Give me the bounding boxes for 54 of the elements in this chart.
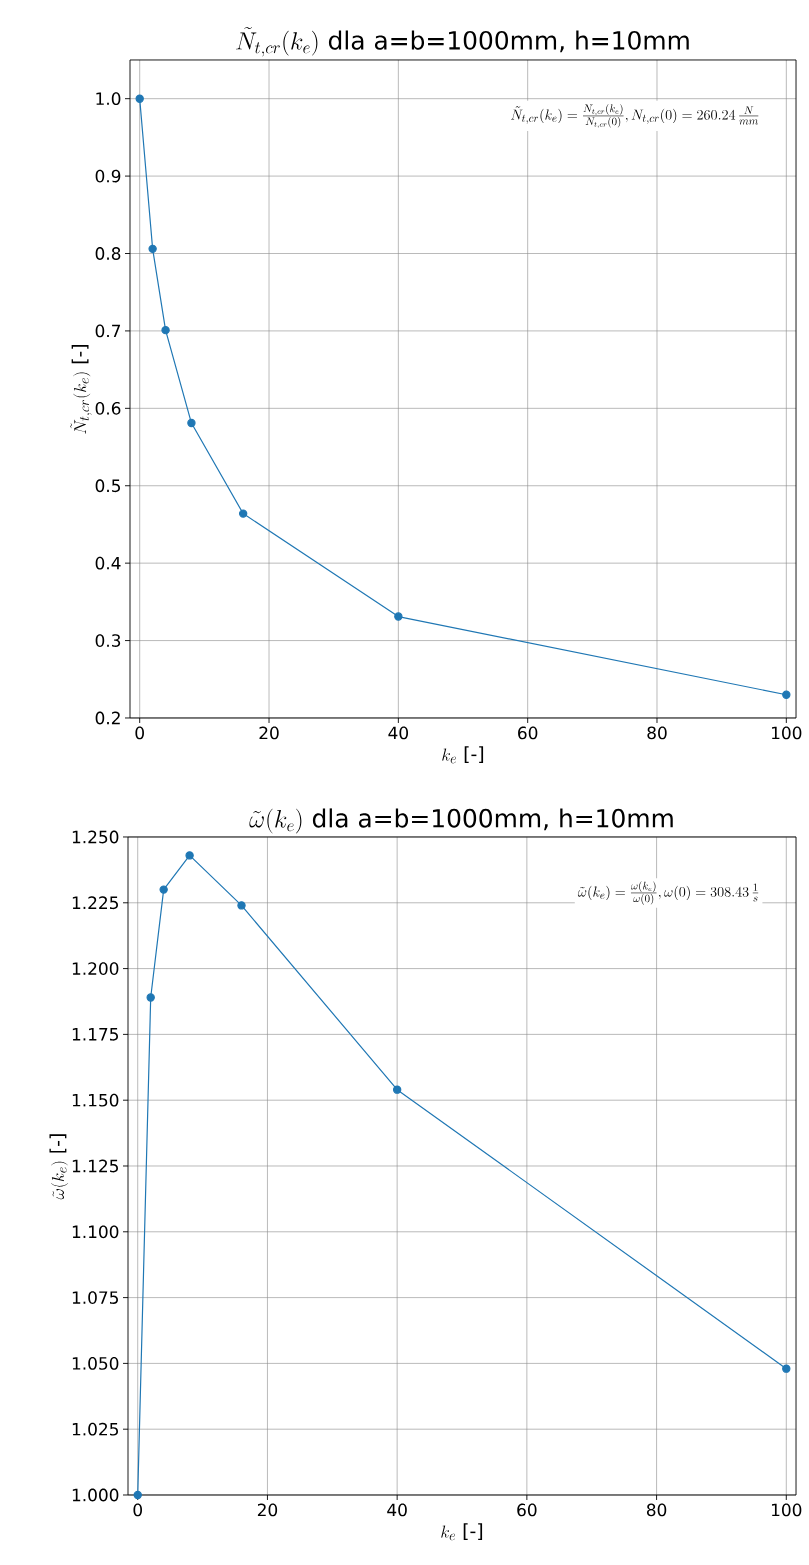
x-tick-label: 20 [257, 1503, 278, 1517]
y-axis-title: $\tilde{N}_{t,cr}(k_e)\text{ [-]}$ [70, 344, 92, 434]
y-tick-label: 0.5 [95, 479, 120, 493]
point [782, 690, 791, 699]
annotation: $\tilde{\omega}(k_e) = \frac{\omega(k_e)}{\omega(0)}, \omega(0) = 308.43\,\frac{1}{s}$ [577, 881, 759, 905]
y-tick-label: 0.7 [95, 324, 121, 338]
x-tick-label: 0 [135, 726, 144, 740]
y-tick-label: 1.225 [72, 896, 118, 910]
x-axis-title: $k_e\text{ [-]}$ [442, 746, 484, 764]
point [148, 244, 157, 254]
x-axis-title: $k_e\text{ [-]}$ [441, 1523, 483, 1541]
y-tick-label: 1.000 [72, 1488, 119, 1502]
point [238, 509, 248, 518]
point [782, 1364, 791, 1373]
y-tick-label: 1.250 [72, 830, 119, 844]
point [187, 418, 196, 428]
y-tick-label: 1.025 [72, 1422, 118, 1436]
point [133, 1490, 142, 1500]
y-tick-label: 0.6 [95, 401, 121, 415]
y-tick-label: 1.200 [72, 962, 119, 975]
x-tick-label: 40 [388, 726, 408, 740]
point [237, 901, 246, 910]
y-tick-label: 0.9 [95, 169, 121, 183]
point [185, 851, 194, 860]
x-tick-label: 40 [387, 1503, 407, 1517]
point [135, 94, 144, 103]
chart-title: $\tilde{N}_{t,cr}(k_e)\text{ dla a=b=1000mm, h=10mm}$ [236, 26, 689, 57]
y-tick-label: 1.175 [72, 1028, 118, 1041]
point [394, 612, 403, 621]
y-tick-label: 0.8 [95, 247, 121, 260]
x-tick-label: 60 [517, 1503, 537, 1517]
x-tick-label: 60 [518, 726, 538, 740]
x-tick-label: 80 [647, 726, 667, 740]
y-tick-label: 1.050 [72, 1356, 119, 1370]
point [161, 325, 170, 335]
y-tick-label: 1.100 [72, 1225, 119, 1239]
x-tick-label: 0 [133, 1503, 142, 1517]
point [159, 885, 168, 894]
annotation: $\tilde{N}_{t,cr}(k_e) = \frac{N_{t,cr}(k_e)}{N_{t,cr}(0)}, N_{t,cr}(0) = 260.24\,\frac{N}{mm}$ [511, 103, 759, 128]
y-tick-label: 1.150 [72, 1093, 119, 1107]
x-tick-label: 20 [259, 726, 279, 740]
y-tick-label: 1.075 [72, 1291, 118, 1304]
y-tick-label: 1.125 [72, 1159, 118, 1173]
y-axis-title: $\tilde{\omega}(k_e)\text{ [-]}$ [49, 1134, 69, 1200]
x-tick-label: 100 [772, 726, 802, 740]
y-tick-label: 0.4 [95, 556, 121, 570]
y-tick-label: 0.2 [95, 711, 120, 725]
x-tick-label: 80 [646, 1503, 667, 1517]
x-tick-label: 100 [771, 1503, 802, 1517]
y-tick-label: 1.0 [96, 92, 121, 106]
point [392, 1085, 402, 1094]
chart-title: $\tilde{\omega}(k_e)\text{ dla a=b=1000mm, h=10mm}$ [249, 808, 673, 834]
point [146, 993, 155, 1002]
y-tick-label: 0.3 [95, 634, 121, 647]
